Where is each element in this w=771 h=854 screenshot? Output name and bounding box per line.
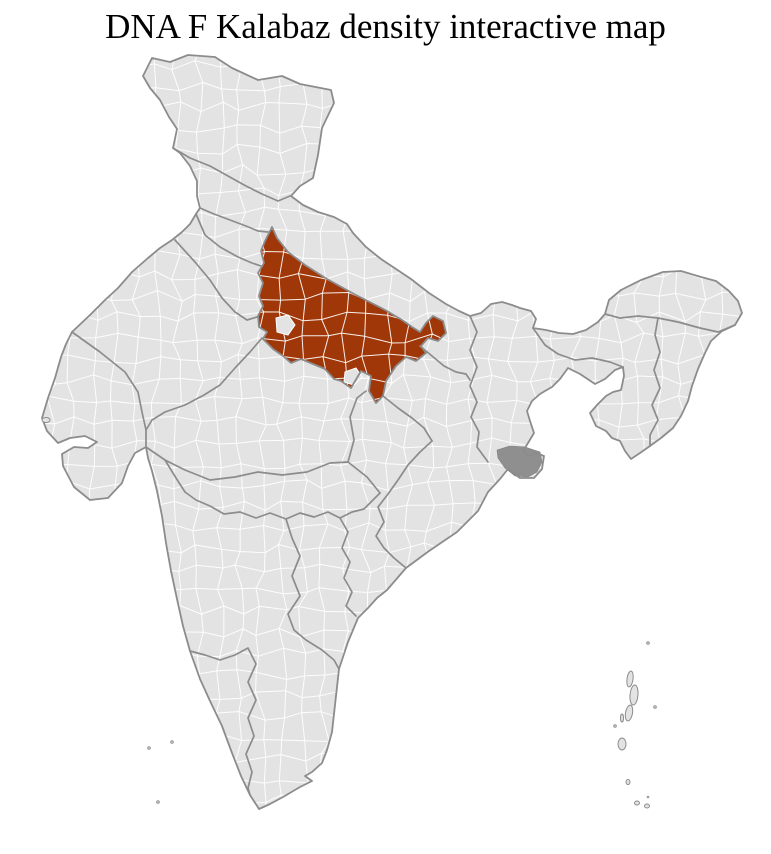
island[interactable] xyxy=(156,800,160,804)
island[interactable] xyxy=(644,803,650,809)
island[interactable] xyxy=(625,779,631,785)
island[interactable] xyxy=(624,704,634,722)
island[interactable] xyxy=(147,746,151,750)
highlighted-region-border xyxy=(257,226,447,404)
island[interactable] xyxy=(653,705,657,709)
island[interactable] xyxy=(626,670,634,688)
enclave-district[interactable] xyxy=(275,314,296,336)
island[interactable] xyxy=(629,684,639,706)
enclave-district[interactable] xyxy=(343,367,363,386)
island[interactable] xyxy=(617,737,627,751)
island[interactable] xyxy=(646,641,650,645)
map-title: DNA F Kalabaz density interactive map xyxy=(105,7,666,46)
islands[interactable] xyxy=(41,417,657,809)
island[interactable] xyxy=(646,795,650,799)
island[interactable] xyxy=(41,417,51,423)
island[interactable] xyxy=(634,800,640,806)
state-borders xyxy=(71,147,736,796)
island[interactable] xyxy=(170,740,174,744)
island[interactable] xyxy=(620,713,624,723)
island[interactable] xyxy=(613,724,617,728)
